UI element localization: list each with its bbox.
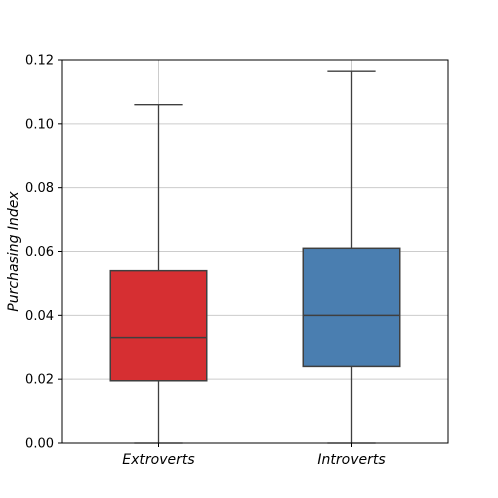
plot-frame: [61, 59, 449, 444]
y-axis-label: Purchasing Index: [6, 191, 22, 312]
box-layer: [109, 70, 401, 444]
box-extroverts: [109, 104, 208, 444]
y-tick-label: 0.00: [25, 437, 54, 452]
tick-layer: 0.00 0.02 0.04 0.06 0.08 0.10 0.12 Extroverts In…: [25, 54, 386, 469]
y-tick-label: 0.04: [25, 309, 54, 324]
y-tick-label: 0.12: [25, 54, 54, 69]
x-category-label: Introverts: [317, 452, 385, 468]
y-tick-label: 0.02: [25, 373, 54, 388]
x-category-label: Extroverts: [122, 452, 194, 468]
iqr-box: [109, 269, 208, 382]
box-introverts: [302, 70, 401, 444]
iqr-box: [302, 247, 401, 368]
y-tick-label: 0.06: [25, 245, 54, 260]
y-tick-label: 0.10: [25, 117, 54, 132]
y-tick-label: 0.08: [25, 181, 54, 196]
